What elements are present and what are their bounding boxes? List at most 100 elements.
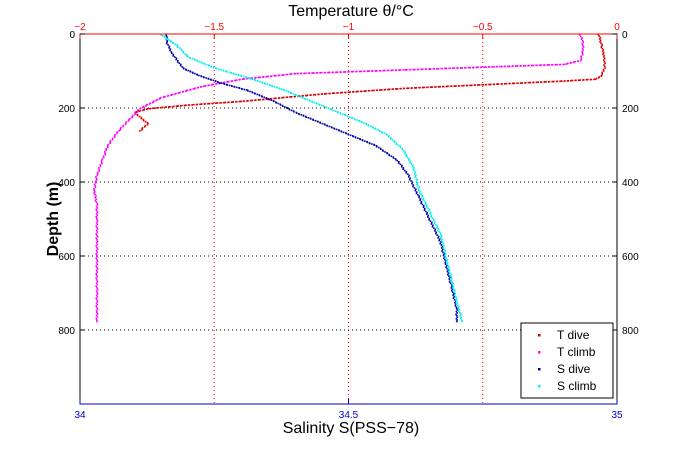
data-point	[443, 257, 445, 260]
data-point	[279, 104, 282, 106]
data-point	[95, 294, 98, 297]
data-point	[96, 263, 99, 266]
data-point	[413, 170, 416, 172]
data-point	[433, 227, 435, 229]
data-point	[435, 232, 437, 235]
data-point	[205, 77, 207, 79]
data-point	[93, 183, 96, 186]
data-point	[273, 75, 275, 77]
data-point	[402, 69, 405, 71]
data-point	[440, 67, 443, 70]
data-point	[417, 187, 420, 190]
data-point	[230, 80, 233, 82]
data-point	[193, 103, 195, 106]
data-point	[163, 36, 166, 39]
data-point	[95, 273, 97, 275]
data-point	[119, 128, 122, 130]
data-point	[305, 94, 308, 97]
data-point	[371, 89, 373, 92]
data-point	[456, 319, 458, 321]
data-point	[380, 89, 382, 91]
data-point	[537, 81, 539, 83]
data-point	[145, 105, 147, 107]
data-point	[405, 154, 408, 156]
data-point	[440, 244, 443, 246]
data-point	[99, 164, 102, 166]
data-point	[444, 250, 446, 252]
data-point	[96, 291, 99, 294]
data-point	[440, 247, 443, 249]
data-point	[414, 176, 416, 178]
data-point	[355, 70, 357, 73]
data-point	[388, 154, 391, 157]
data-point	[528, 81, 531, 84]
data-point	[556, 63, 558, 66]
data-point	[295, 112, 298, 114]
data-point	[501, 65, 503, 68]
data-point	[161, 34, 164, 37]
data-point	[561, 80, 563, 82]
data-point	[422, 197, 425, 200]
data-point	[205, 63, 208, 66]
data-point	[444, 263, 447, 265]
data-point	[602, 53, 604, 55]
data-point	[451, 288, 454, 291]
data-point	[446, 267, 448, 270]
data-point	[457, 67, 459, 69]
data-point	[314, 93, 317, 96]
data-point	[95, 265, 97, 267]
data-point	[444, 67, 446, 70]
data-point	[458, 309, 461, 311]
data-point	[95, 262, 98, 264]
data-point	[457, 304, 459, 307]
data-point	[286, 96, 289, 98]
data-point	[96, 248, 99, 250]
data-point	[435, 86, 437, 88]
data-point	[599, 40, 601, 43]
data-point	[411, 165, 414, 168]
data-point	[235, 101, 237, 103]
data-point	[166, 38, 168, 40]
data-point	[402, 167, 405, 169]
data-point	[299, 95, 302, 98]
data-point	[116, 132, 118, 135]
data-point	[446, 263, 448, 265]
data-point	[393, 140, 396, 142]
data-point	[602, 59, 605, 61]
data-point	[270, 97, 273, 100]
data-point	[551, 80, 553, 83]
legend-marker	[538, 334, 541, 337]
data-point	[454, 290, 456, 292]
data-point	[461, 85, 463, 87]
data-point	[182, 50, 184, 53]
top-tick-label: −1	[343, 22, 355, 33]
data-point	[443, 245, 445, 248]
data-point	[305, 72, 307, 75]
data-point	[95, 252, 97, 255]
data-point	[529, 81, 531, 84]
data-point	[96, 271, 99, 273]
data-point	[106, 145, 109, 147]
right-tick-label: 400	[622, 178, 639, 189]
data-point	[95, 317, 97, 320]
data-point	[96, 223, 99, 226]
data-point	[520, 82, 523, 84]
data-point	[364, 90, 366, 92]
data-point	[439, 242, 441, 245]
data-point	[332, 109, 335, 112]
data-point	[563, 63, 565, 66]
data-point	[456, 303, 458, 305]
data-point	[231, 85, 233, 87]
data-point	[178, 62, 180, 64]
right-tick-label: 800	[622, 326, 639, 337]
top-tick-label: −1.5	[204, 22, 224, 33]
data-point	[421, 86, 424, 89]
series-t-dive	[134, 34, 606, 132]
data-point	[465, 84, 468, 87]
series-s-dive	[165, 34, 459, 323]
data-point	[421, 203, 424, 206]
data-point	[460, 313, 462, 316]
data-point	[516, 65, 519, 67]
data-point	[469, 66, 471, 69]
data-point	[604, 62, 606, 65]
